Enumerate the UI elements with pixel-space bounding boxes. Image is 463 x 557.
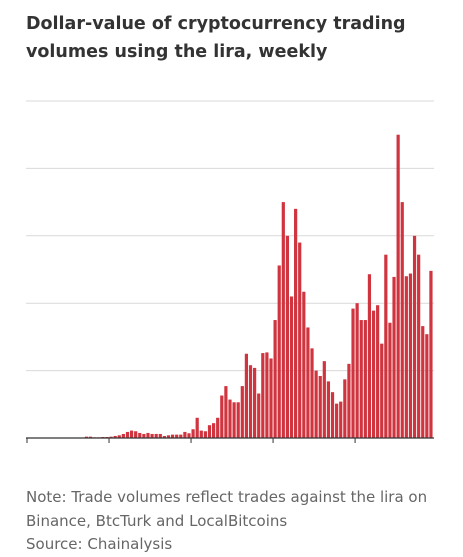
bar [109,436,113,438]
bar [129,430,134,438]
bar [388,322,392,438]
note-line-2: Binance, BtcTurk and LocalBitcoins [26,511,288,530]
bar [289,296,294,438]
bar [376,305,380,438]
bar [146,432,150,438]
bar [339,401,343,438]
bar [269,358,273,438]
bar [363,320,367,438]
bar [261,353,265,438]
bar [392,276,396,438]
source-text: Source: Chainalysis [26,535,173,553]
bar [384,254,388,438]
bar [396,134,400,438]
bar [203,431,207,438]
bar [248,365,253,438]
chart-title: Dollar-value of cryptocurrency trading v… [26,14,406,62]
bar [302,291,306,438]
bar [351,308,355,438]
bar [400,202,404,438]
bar [183,431,187,438]
bar [175,434,179,438]
bar [121,433,125,438]
bar [326,381,331,438]
bar [216,417,220,438]
bar [298,242,302,438]
bar [244,353,248,438]
bar [117,435,121,438]
bar [343,379,347,438]
bar [84,436,89,438]
bar [212,423,216,438]
bar [273,320,277,438]
bar [232,402,236,438]
bar [257,393,261,438]
bar-chart [26,100,434,443]
bar [265,352,269,438]
bar [294,208,298,438]
bar [412,235,417,438]
bar [158,433,162,438]
bar [371,310,376,438]
bar [359,320,363,438]
bar [314,370,318,438]
bar [355,303,359,438]
bar [125,431,130,438]
bar [170,434,175,438]
bar [425,334,429,438]
bar [199,430,203,438]
note-line-1: Note: Trade volumes reflect trades again… [26,488,428,506]
bar [138,432,142,438]
bar [187,433,191,438]
bar [429,270,433,438]
bar [380,343,384,438]
bar [113,435,117,438]
bar [150,433,154,438]
note-text: Note: Trade volumes reflect trades again… [26,486,456,533]
bar [236,402,240,438]
bar [195,417,199,438]
bar [417,254,421,438]
bar [88,436,93,438]
x-axis [26,437,434,443]
bar [134,431,138,438]
bar [191,429,195,438]
bar [404,276,408,438]
bar [207,425,212,438]
bar [306,327,310,438]
bar [408,273,413,438]
bar [162,435,166,438]
bar [421,326,425,438]
bar [318,375,322,438]
bar [179,434,183,438]
bar [154,433,158,438]
bar [281,202,285,438]
bar [335,403,339,438]
bar [253,367,257,438]
bar [228,399,232,438]
bar [322,361,326,438]
bar [240,386,244,438]
bar [367,274,372,438]
bars [84,134,433,438]
bar [277,265,281,438]
bar [310,348,314,438]
bar [142,433,146,438]
bar [285,235,290,438]
bar [220,395,224,438]
bar [330,392,335,438]
bar [347,363,351,438]
bar [166,435,171,438]
bar [224,386,228,438]
